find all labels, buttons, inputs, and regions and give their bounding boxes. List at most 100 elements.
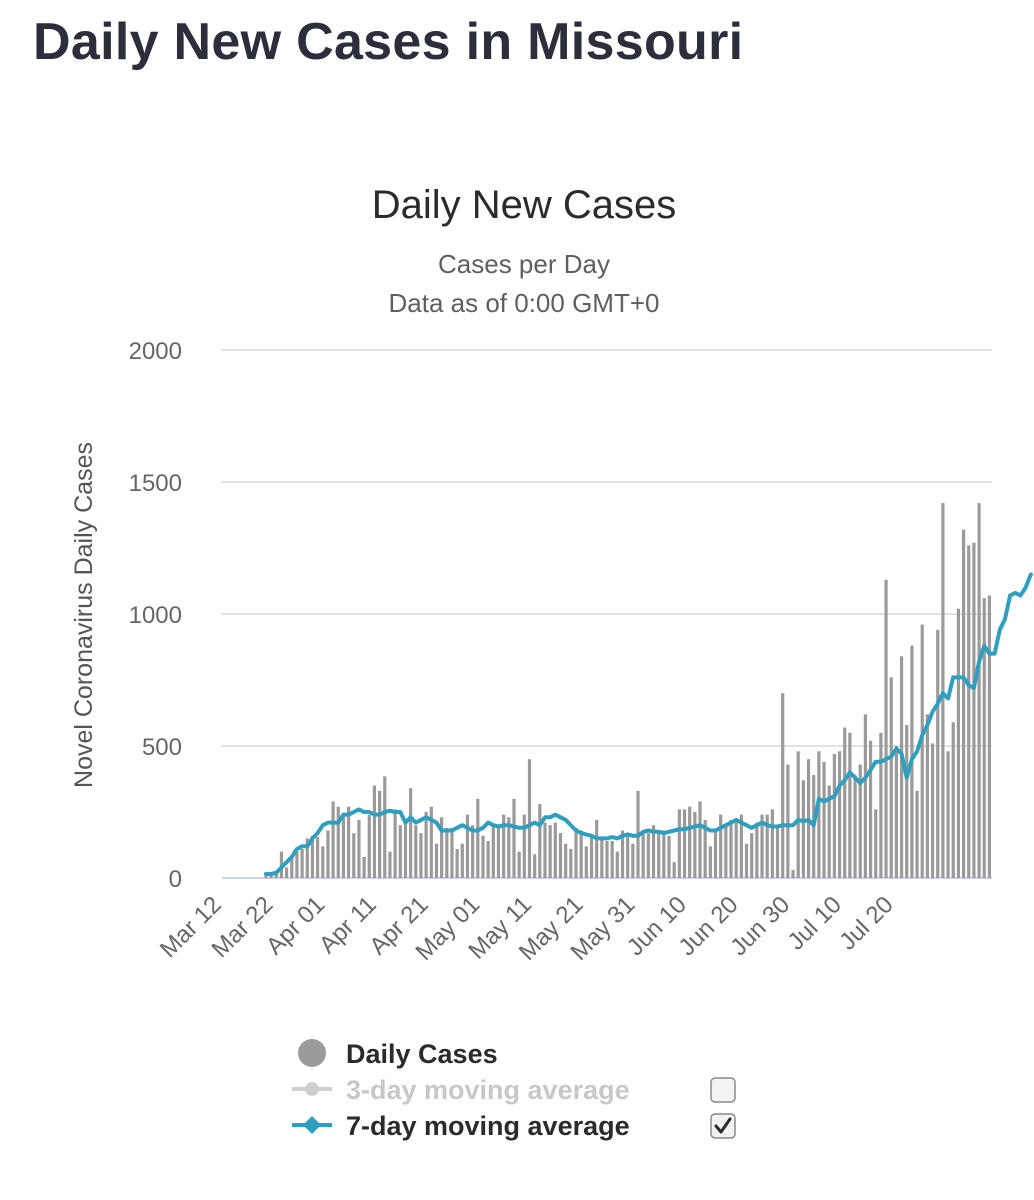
- daily-case-bar: [662, 830, 666, 878]
- daily-case-bar: [682, 809, 687, 878]
- daily-case-bar: [858, 764, 862, 878]
- daily-case-bar: [310, 835, 315, 878]
- daily-case-bar: [646, 833, 650, 878]
- daily-case-bar: [724, 825, 728, 878]
- daily-case-bar: [822, 761, 826, 878]
- daily-case-bar: [641, 833, 645, 878]
- daily-case-bar: [626, 835, 630, 878]
- daily-case-bar: [605, 841, 609, 878]
- daily-case-bar: [631, 843, 635, 878]
- x-tick-label: Jul 20: [834, 891, 898, 955]
- daily-case-bar: [703, 819, 707, 878]
- daily-case-bar: [502, 814, 506, 878]
- daily-case-bar: [460, 843, 464, 878]
- daily-case-bar: [744, 843, 749, 878]
- daily-case-bar: [481, 835, 485, 878]
- daily-case-bar: [667, 835, 671, 878]
- chart-subtitle: Cases per Day: [438, 249, 610, 279]
- daily-case-bar: [899, 656, 904, 878]
- daily-case-bar: [977, 503, 981, 878]
- daily-case-bar: [610, 841, 614, 878]
- daily-case-bar: [264, 875, 268, 878]
- legend-item-avg3[interactable]: 3-day moving average: [292, 1075, 736, 1105]
- x-tick-label: Jun 30: [725, 891, 795, 961]
- daily-case-bar: [584, 846, 588, 878]
- daily-case-bar: [476, 798, 480, 878]
- daily-case-bar: [713, 830, 718, 878]
- daily-case-bar: [915, 790, 919, 878]
- daily-case-bar: [414, 825, 418, 878]
- daily-case-bar: [357, 819, 361, 878]
- legend-circle-marker: [298, 1039, 326, 1067]
- daily-cases-bars: [264, 503, 992, 878]
- daily-case-bar: [755, 822, 759, 878]
- daily-case-bar: [383, 776, 387, 878]
- daily-case-bar: [579, 830, 583, 878]
- legend-label: 3-day moving average: [346, 1075, 630, 1105]
- daily-case-bar: [972, 542, 976, 878]
- y-tick-label: 500: [142, 734, 182, 761]
- daily-case-bar: [527, 759, 532, 878]
- daily-case-bar: [734, 822, 738, 878]
- daily-case-bar: [589, 835, 594, 878]
- daily-case-bar: [295, 851, 299, 878]
- daily-case-bar: [982, 598, 986, 878]
- daily-case-bar: [905, 724, 909, 878]
- daily-case-bar: [868, 740, 873, 878]
- daily-case-bar: [440, 817, 444, 878]
- daily-case-bar: [491, 825, 495, 878]
- daily-case-bar: [796, 751, 800, 878]
- daily-case-bar: [708, 846, 712, 878]
- daily-case-bar: [284, 867, 289, 878]
- daily-case-bar: [471, 825, 475, 878]
- chart-title: Daily New Cases: [372, 183, 677, 227]
- x-tick-label: Jul 10: [783, 891, 847, 955]
- daily-case-bar: [930, 743, 935, 878]
- daily-case-bar: [486, 841, 490, 878]
- daily-case-bar: [564, 843, 568, 878]
- daily-case-bar: [750, 833, 754, 878]
- checkmark-icon: [714, 1117, 732, 1134]
- daily-case-bar: [352, 833, 356, 878]
- daily-case-bar: [693, 812, 697, 878]
- daily-case-bar: [367, 814, 371, 878]
- y-axis-ticks: 0 500 1000 1500 2000: [129, 338, 182, 893]
- daily-case-bar: [517, 851, 521, 878]
- legend-label: 7-day moving average: [346, 1111, 630, 1141]
- checkbox-box: [710, 1077, 736, 1103]
- daily-case-bar: [512, 798, 516, 878]
- daily-case-bar: [574, 827, 578, 878]
- daily-case-bar: [305, 838, 309, 878]
- daily-case-bar: [827, 785, 831, 878]
- daily-case-bar: [388, 851, 392, 878]
- daily-case-bar: [941, 503, 945, 878]
- daily-case-bar: [848, 732, 852, 878]
- daily-case-bar: [274, 872, 278, 878]
- y-tick-label: 2000: [129, 338, 182, 365]
- daily-case-bar: [434, 843, 439, 878]
- daily-case-bar: [853, 775, 857, 878]
- legend-item-avg7[interactable]: 7-day moving average: [292, 1111, 736, 1141]
- avg3-checkbox[interactable]: [710, 1077, 736, 1103]
- daily-case-bar: [775, 825, 780, 878]
- legend-item-daily[interactable]: Daily Cases: [298, 1039, 498, 1069]
- daily-case-bar: [770, 809, 774, 878]
- daily-case-bar: [801, 780, 805, 878]
- daily-case-bar: [672, 862, 676, 878]
- daily-case-bar: [543, 822, 547, 878]
- daily-case-bar: [409, 788, 413, 878]
- daily-case-bar: [719, 814, 723, 878]
- daily-case-bar: [290, 856, 294, 878]
- daily-case-bar: [347, 806, 351, 878]
- daily-case-bar: [967, 545, 971, 878]
- x-tick-label: Apr 01: [261, 891, 330, 960]
- daily-case-bar: [874, 809, 878, 878]
- avg7-checkbox[interactable]: [710, 1113, 736, 1139]
- gridlines: [222, 349, 992, 879]
- seven-day-average-line: [263, 572, 1033, 876]
- daily-case-bar: [987, 595, 992, 878]
- daily-case-bar: [533, 854, 537, 878]
- daily-case-bar: [951, 722, 955, 878]
